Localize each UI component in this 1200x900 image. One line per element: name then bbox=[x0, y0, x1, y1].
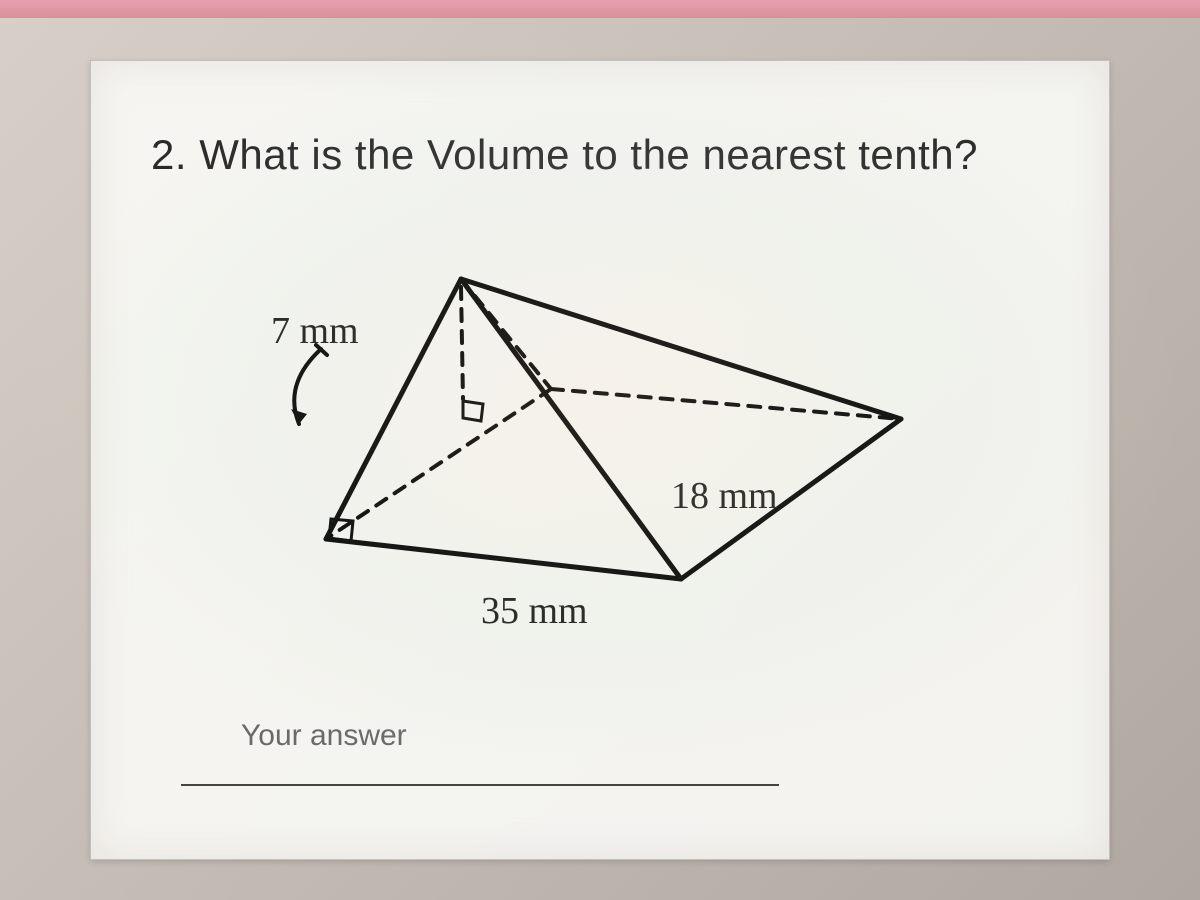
window-top-accent bbox=[0, 0, 1200, 18]
height-label: 7 mm bbox=[271, 309, 359, 353]
width-label: 18 mm bbox=[671, 474, 778, 518]
pyramid-diagram: 7 mm 18 mm 35 mm bbox=[241, 259, 941, 659]
answer-area[interactable]: Your answer bbox=[241, 719, 1049, 753]
question-prompt: 2. What is the Volume to the nearest ten… bbox=[151, 131, 1049, 179]
answer-input-underline[interactable] bbox=[181, 784, 779, 786]
question-number: 2. bbox=[151, 131, 187, 178]
question-body: What is the Volume to the nearest tenth? bbox=[199, 131, 978, 178]
answer-placeholder: Your answer bbox=[241, 719, 407, 753]
question-card: 2. What is the Volume to the nearest ten… bbox=[90, 60, 1110, 860]
length-label: 35 mm bbox=[481, 589, 588, 633]
